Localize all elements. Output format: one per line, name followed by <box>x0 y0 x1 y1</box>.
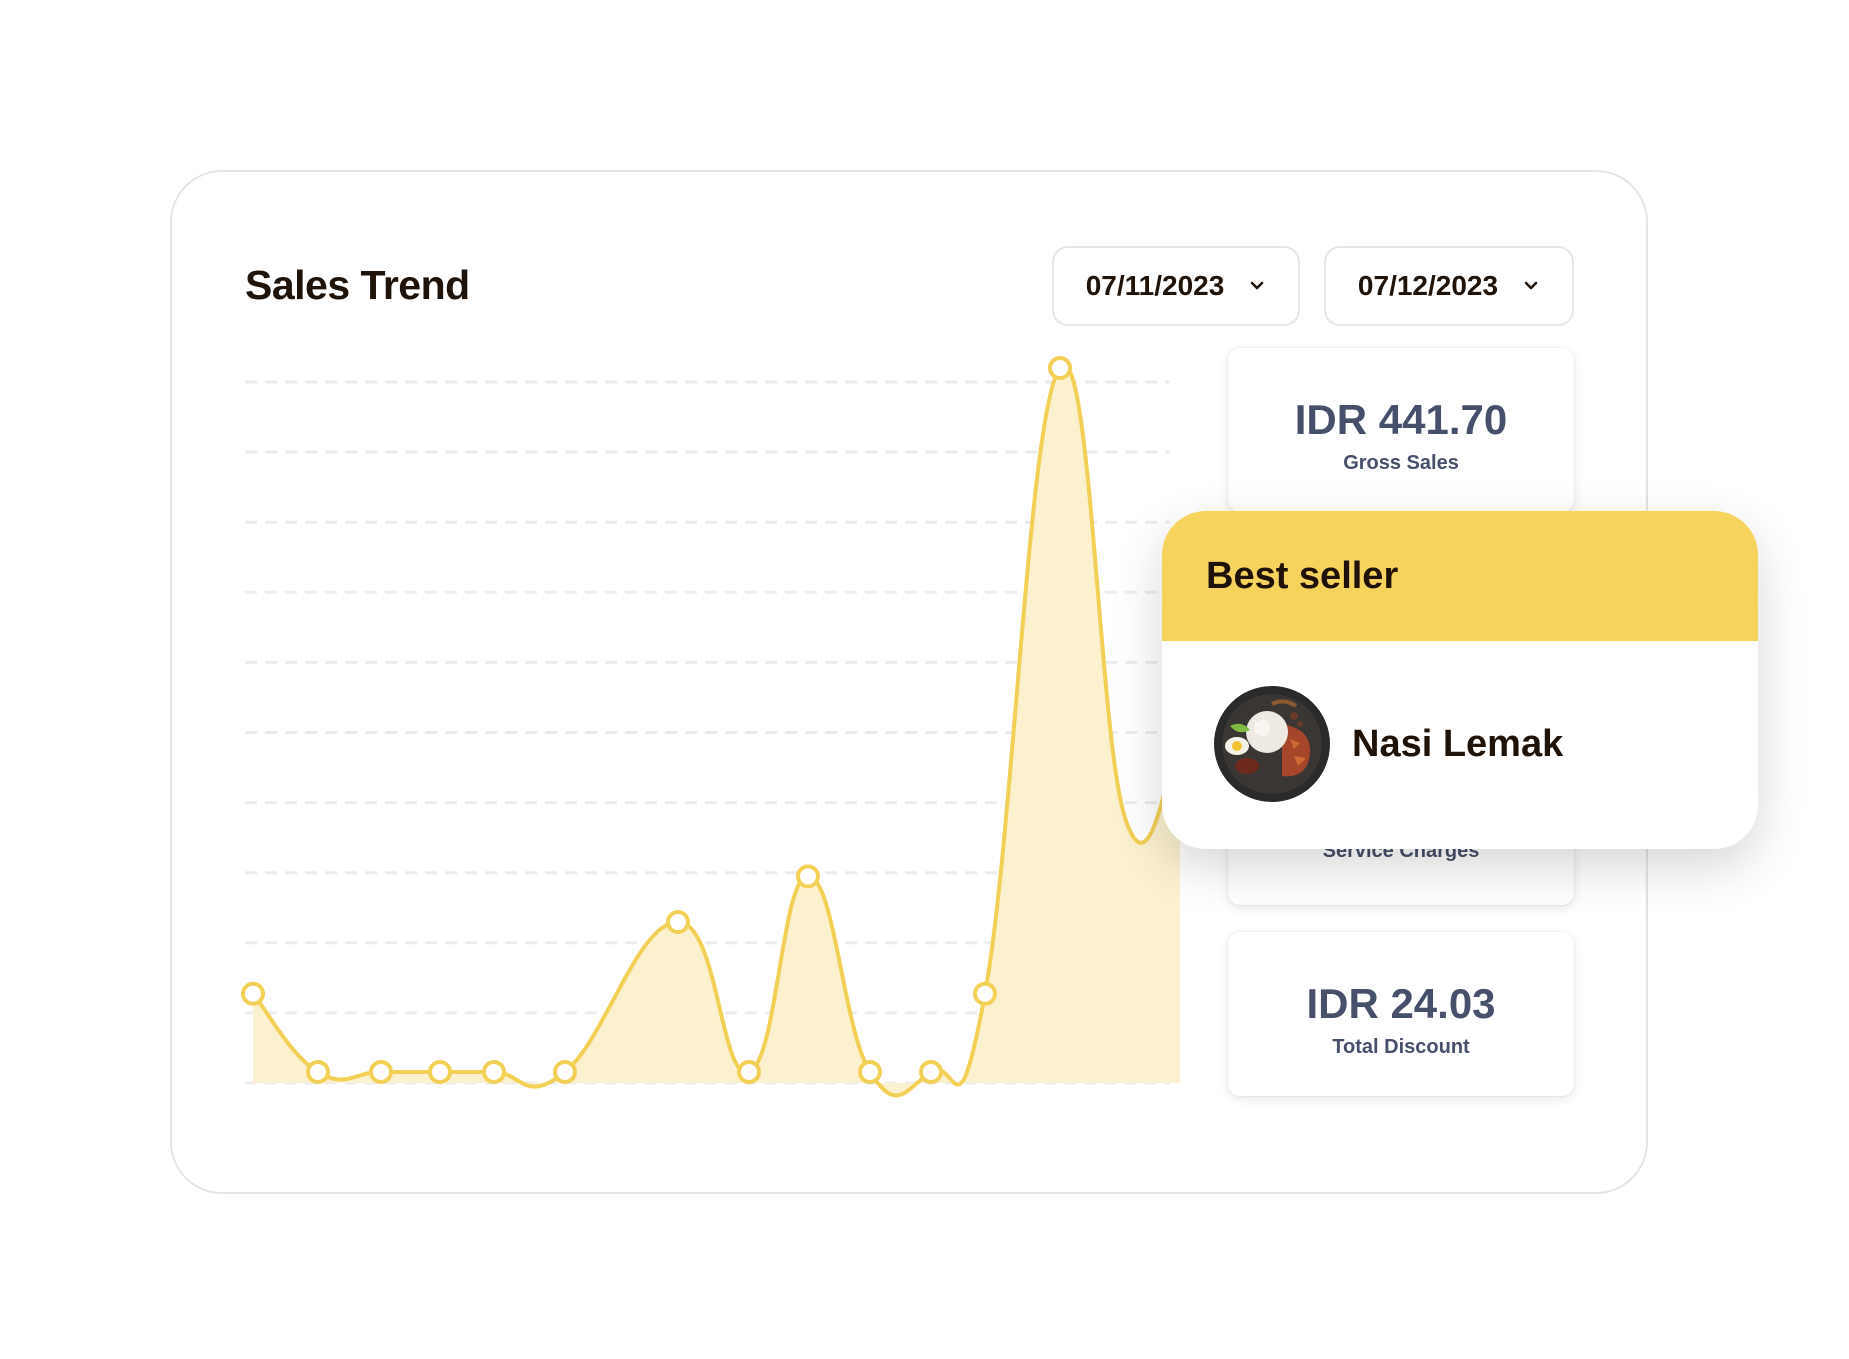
sales-line <box>251 363 1182 1098</box>
start-date-value: 07/11/2023 <box>1085 270 1225 301</box>
data-point <box>919 1059 943 1084</box>
data-point <box>858 1059 882 1084</box>
data-points <box>241 356 1072 1084</box>
data-point <box>428 1059 452 1084</box>
best-seller-name: Nasi Lemak <box>1352 722 1564 765</box>
data-point <box>553 1059 577 1084</box>
data-point <box>666 910 690 935</box>
gross-sales-value: IDR 441.70 <box>1294 396 1508 443</box>
data-point <box>1048 356 1072 381</box>
end-date-select[interactable]: 07/12/2023 <box>1324 246 1574 326</box>
total-discount-label: Total Discount <box>1332 1036 1470 1058</box>
data-point <box>482 1059 506 1084</box>
nasi-lemak-photo <box>1214 686 1330 802</box>
chevron-down-icon <box>1524 281 1538 290</box>
chevron-down-icon <box>1251 281 1264 290</box>
best-seller-card: Best seller Nasi Lemak <box>1162 511 1758 849</box>
data-point <box>973 981 997 1006</box>
total-discount-card: IDR 24.03 Total Discount <box>1228 932 1574 1096</box>
data-point <box>737 1059 761 1084</box>
total-discount-value: IDR 24.03 <box>1306 980 1496 1027</box>
data-point <box>369 1059 393 1084</box>
page-title: Sales Trend <box>245 262 470 308</box>
start-date-select[interactable]: 07/11/2023 <box>1052 246 1300 326</box>
best-seller-item[interactable]: Nasi Lemak <box>1212 684 1563 804</box>
data-point <box>306 1059 330 1084</box>
gross-sales-label: Gross Sales <box>1343 452 1459 474</box>
sales-area <box>253 365 1180 1096</box>
data-point <box>796 864 820 889</box>
gross-sales-card: IDR 441.70 Gross Sales <box>1228 348 1574 512</box>
best-seller-heading: Best seller <box>1162 511 1758 641</box>
end-date-value: 07/12/2023 <box>1357 270 1499 301</box>
data-point <box>241 981 265 1006</box>
